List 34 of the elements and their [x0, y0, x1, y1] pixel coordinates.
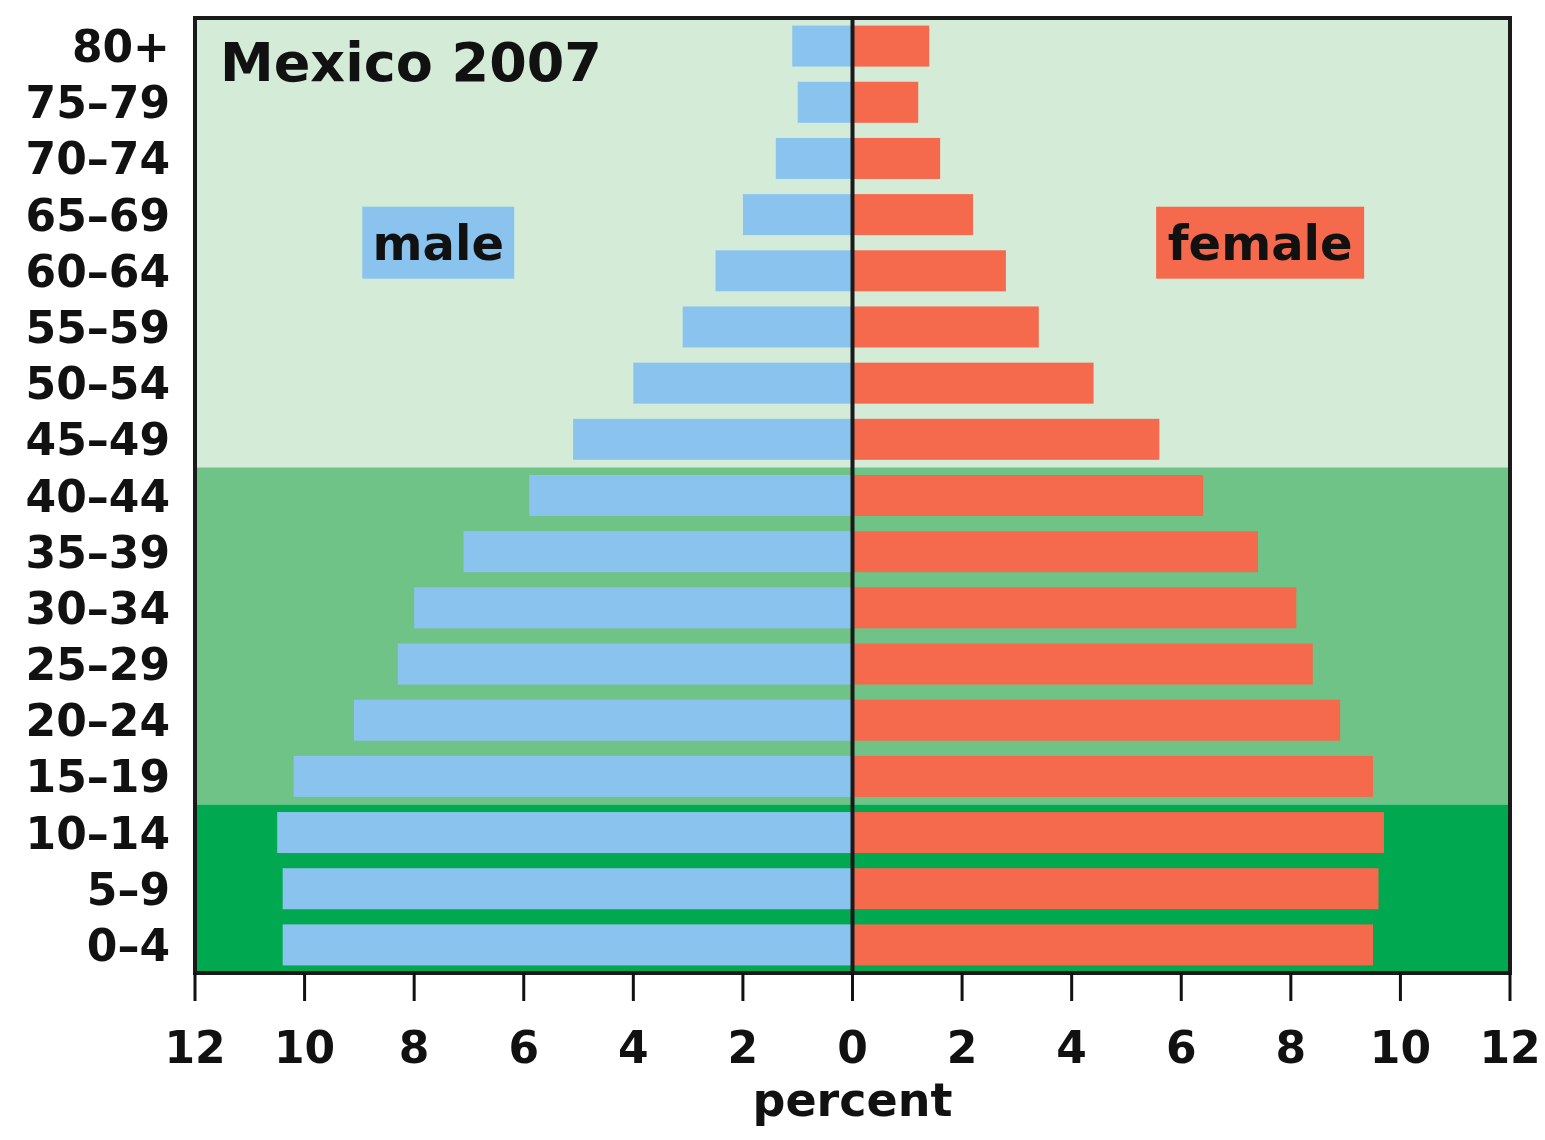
x-tick-label: 2 — [946, 1022, 978, 1073]
y-tick-label: 80+ — [71, 21, 170, 73]
y-tick-label: 40–44 — [25, 470, 170, 522]
y-tick-label: 30–34 — [25, 582, 170, 634]
y-tick-label: 25–29 — [25, 639, 170, 691]
y-tick-label: 35–39 — [25, 526, 170, 578]
x-axis-title: percent — [752, 1073, 953, 1127]
text: female — [1167, 214, 1353, 271]
y-tick-label: 45–49 — [25, 414, 170, 466]
x-tick-label: 8 — [398, 1022, 430, 1073]
x-tick-label: 8 — [1275, 1022, 1307, 1073]
x-tick-label: 6 — [1165, 1022, 1197, 1073]
x-tick-label: 12 — [1479, 1022, 1541, 1073]
text: male — [372, 214, 504, 271]
y-tick-label: 5–9 — [86, 863, 170, 915]
x-tick-label: 10 — [1369, 1022, 1432, 1073]
y-tick-label: 70–74 — [25, 133, 170, 185]
y-tick-label: 15–19 — [25, 751, 170, 803]
y-tick-label: 50–54 — [25, 358, 170, 410]
y-tick-label: 65–69 — [25, 189, 170, 241]
y-tick-label: 55–59 — [25, 301, 170, 353]
y-tick-label: 10–14 — [25, 807, 170, 859]
chart-title: Mexico 2007 — [220, 31, 602, 94]
x-tick-label: 12 — [164, 1022, 226, 1073]
x-tick-label: 0 — [837, 1022, 868, 1073]
x-tick-label: 4 — [1056, 1022, 1087, 1073]
x-tick-label: 10 — [273, 1022, 336, 1073]
x-tick-label: 4 — [618, 1022, 649, 1073]
x-tick-label: 2 — [727, 1022, 759, 1073]
y-tick-label: 20–24 — [25, 695, 170, 747]
x-tick-label: 6 — [508, 1022, 540, 1073]
y-tick-label: 75–79 — [25, 77, 170, 129]
y-tick-label: 60–64 — [25, 245, 170, 297]
y-tick-label: 0–4 — [86, 919, 170, 971]
